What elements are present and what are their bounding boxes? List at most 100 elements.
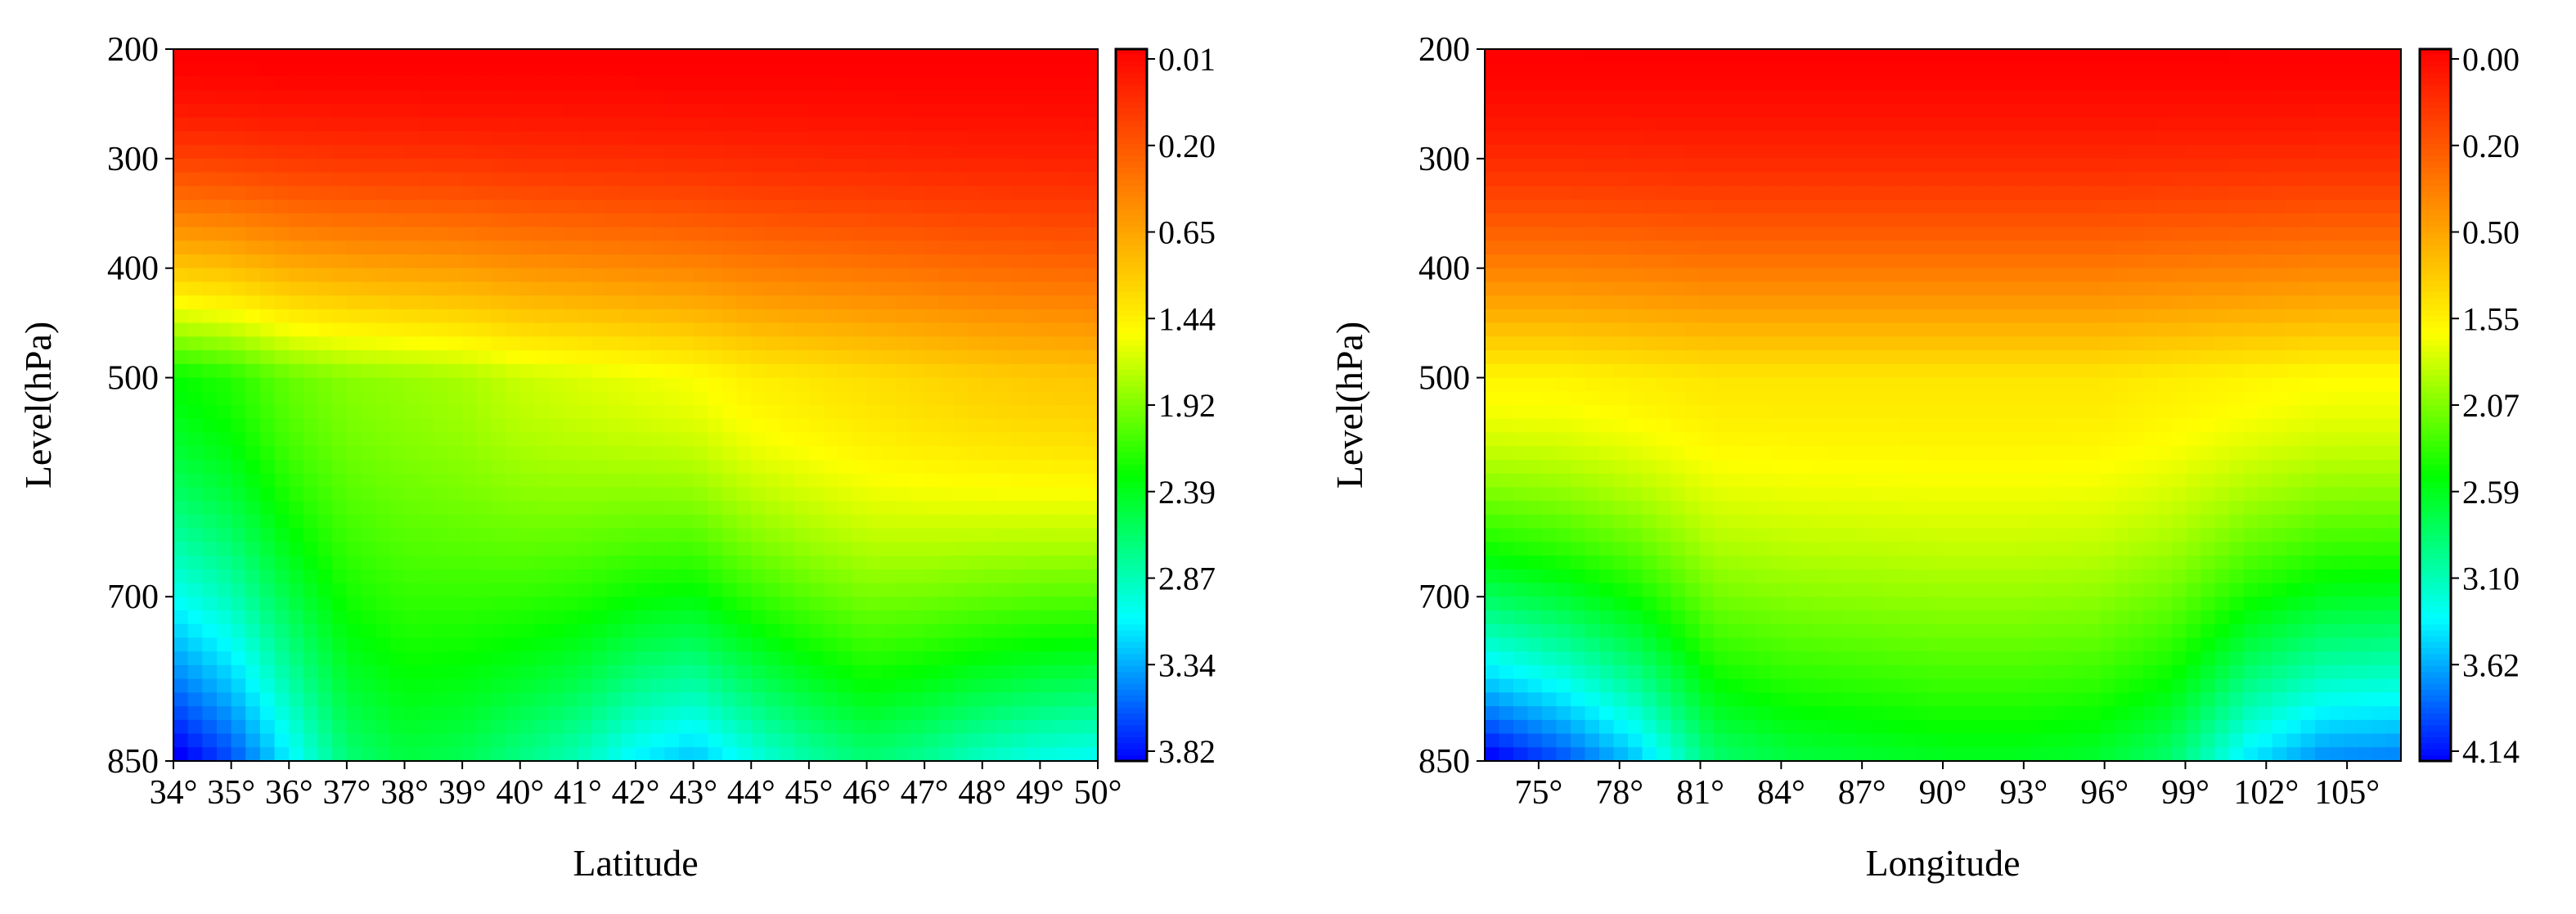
heatmap-cell xyxy=(506,733,521,748)
heatmap-cell xyxy=(838,501,853,516)
heatmap-cell xyxy=(1083,569,1099,584)
heatmap-cell xyxy=(982,281,998,296)
heatmap-cell xyxy=(578,49,593,64)
heatmap-cell xyxy=(794,556,810,570)
heatmap-cell xyxy=(216,692,232,707)
heatmap-cell xyxy=(1857,254,1872,269)
heatmap-cell xyxy=(2315,145,2331,160)
heatmap-cell xyxy=(202,610,218,625)
heatmap-cell xyxy=(1040,528,1055,543)
heatmap-cell xyxy=(1025,158,1041,173)
heatmap-cell xyxy=(491,186,506,200)
heatmap-cell xyxy=(693,145,708,160)
heatmap-cell xyxy=(636,308,651,324)
heatmap-cell xyxy=(1485,213,1500,228)
heatmap-cell xyxy=(1985,76,2001,91)
heatmap-cell xyxy=(433,227,449,241)
heatmap-cell xyxy=(938,254,955,269)
heatmap-cell xyxy=(1914,131,1930,146)
heatmap-cell xyxy=(506,747,521,762)
heatmap-cell xyxy=(2043,350,2058,365)
heatmap-cell xyxy=(519,377,536,392)
heatmap-cell xyxy=(823,117,838,132)
heatmap-cell xyxy=(852,610,868,625)
heatmap-cell xyxy=(173,583,189,597)
heatmap-cell xyxy=(650,418,665,434)
heatmap-cell xyxy=(2214,131,2230,146)
heatmap-cell xyxy=(491,145,506,160)
heatmap-cell xyxy=(751,583,767,597)
heatmap-cell xyxy=(2186,254,2201,269)
heatmap-cell xyxy=(216,103,232,119)
heatmap-cell xyxy=(664,706,680,721)
heatmap-cell xyxy=(1914,62,1930,78)
heatmap-cell xyxy=(1957,350,1972,365)
heatmap-cell xyxy=(447,733,463,748)
heatmap-cell xyxy=(751,473,767,488)
heatmap-cell xyxy=(231,62,246,78)
heatmap-cell xyxy=(1571,322,1586,337)
heatmap-cell xyxy=(1771,145,1787,160)
heatmap-cell xyxy=(389,241,406,255)
heatmap-cell xyxy=(736,501,752,516)
heatmap-cell xyxy=(519,501,536,516)
heatmap-cell xyxy=(1599,49,1615,64)
heatmap-cell xyxy=(996,350,1012,365)
heatmap-cell xyxy=(751,145,767,160)
heatmap-cell xyxy=(2100,227,2115,241)
heatmap-cell xyxy=(996,268,1012,283)
heatmap-cell xyxy=(924,200,940,214)
heatmap-cell xyxy=(447,227,463,241)
heatmap-cell xyxy=(2071,254,2087,269)
heatmap-cell xyxy=(289,569,304,584)
heatmap-cell xyxy=(1025,446,1041,461)
heatmap-cell xyxy=(303,542,319,556)
heatmap-cell xyxy=(2201,49,2216,64)
heatmap-cell xyxy=(1728,90,1743,105)
heatmap-cell xyxy=(1642,131,1657,146)
heatmap-cell xyxy=(765,556,781,570)
heatmap-cell xyxy=(996,446,1012,461)
heatmap-cell xyxy=(808,103,825,119)
heatmap-cell xyxy=(2329,322,2344,337)
heatmap-cell xyxy=(202,172,218,187)
heatmap-cell xyxy=(852,391,868,406)
heatmap-cell xyxy=(1914,241,1930,255)
heatmap-cell xyxy=(202,336,218,351)
heatmap-cell xyxy=(1613,158,1629,173)
heatmap-cell xyxy=(968,363,983,379)
heatmap-cell xyxy=(708,597,723,611)
heatmap-cell xyxy=(1800,103,1815,119)
heatmap-cell xyxy=(433,62,449,78)
heatmap-cell xyxy=(1613,295,1629,310)
heatmap-cell xyxy=(722,363,738,379)
heatmap-cell xyxy=(1068,610,1084,625)
heatmap-cell xyxy=(621,747,636,762)
heatmap-cell xyxy=(2229,62,2245,78)
heatmap-cell xyxy=(736,459,752,475)
colorbar-tick-label: 3.82 xyxy=(1158,733,1216,770)
heatmap-cell xyxy=(780,719,795,735)
heatmap-cell xyxy=(332,569,348,584)
heatmap-cell xyxy=(678,336,695,351)
heatmap-cell xyxy=(216,528,232,543)
heatmap-cell xyxy=(332,651,348,666)
heatmap-cell xyxy=(332,459,348,475)
heatmap-cell xyxy=(361,733,376,748)
heatmap-cell xyxy=(1599,322,1615,337)
heatmap-cell xyxy=(895,254,911,269)
colorbar-segment xyxy=(1116,458,1147,466)
heatmap-cell xyxy=(303,227,319,241)
heatmap-cell xyxy=(259,254,276,269)
heatmap-cell xyxy=(1886,281,1901,296)
heatmap-cell xyxy=(231,295,246,310)
heatmap-cell xyxy=(231,569,246,584)
colorbar-segment xyxy=(1116,144,1147,151)
heatmap-cell xyxy=(274,733,290,748)
heatmap-cell xyxy=(1599,76,1615,91)
heatmap-cell xyxy=(549,90,564,105)
heatmap-cell xyxy=(2300,336,2316,351)
x-tick-label: 44° xyxy=(727,774,775,812)
heatmap-cell xyxy=(1785,295,1801,310)
heatmap-cell xyxy=(404,637,420,652)
